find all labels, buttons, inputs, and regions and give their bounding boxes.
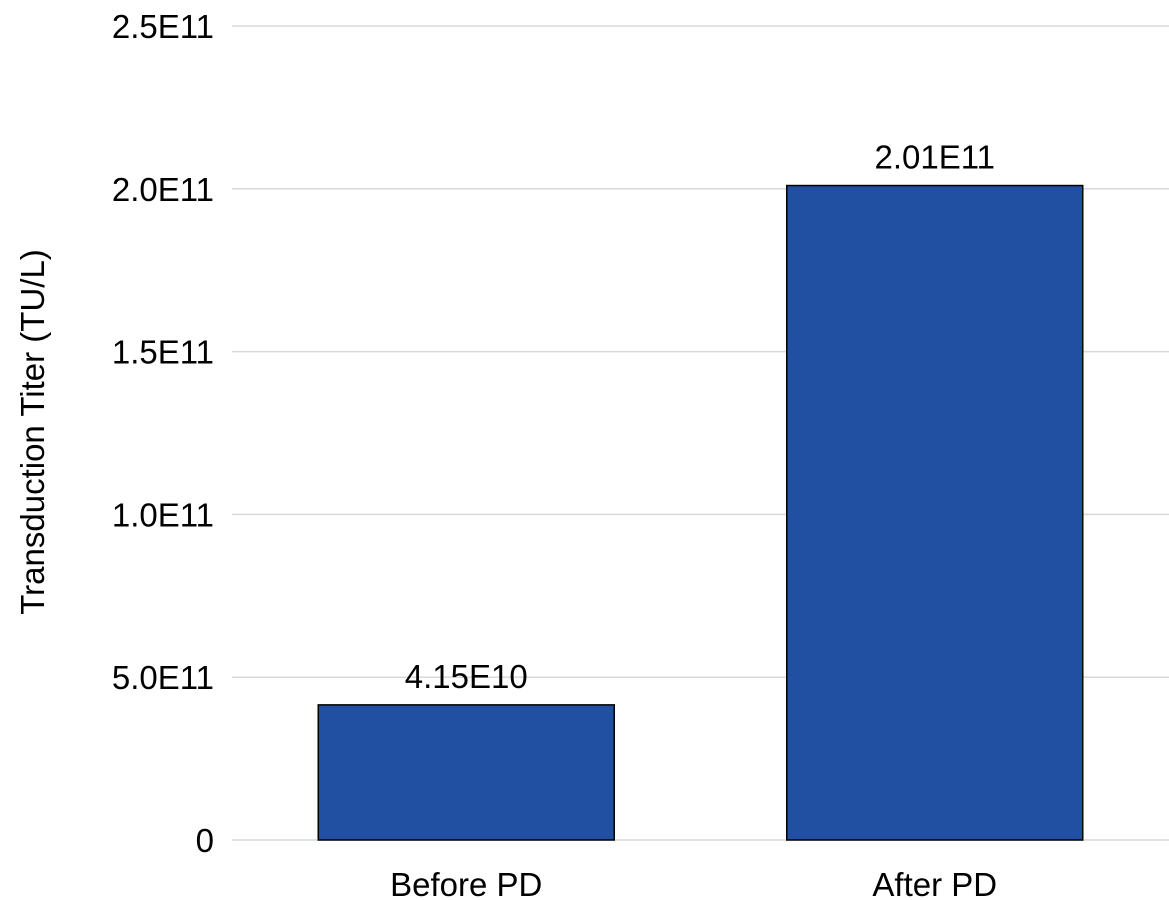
x-category-label-0: Before PD [390, 866, 542, 900]
y-tick-label-1: 5.0E11 [112, 659, 214, 696]
y-tick-label-0: 0 [196, 822, 214, 859]
data-label-0: 4.15E10 [405, 658, 528, 695]
x-axis-category-labels: Before PD After PD [390, 866, 997, 900]
y-axis-tick-labels: 0 5.0E11 1.0E11 1.5E11 2.0E11 2.5E11 [112, 8, 214, 859]
x-category-label-1: After PD [872, 866, 997, 900]
data-label-1: 2.01E11 [875, 139, 996, 176]
y-tick-label-4: 2.0E11 [112, 171, 214, 208]
bar-0 [317, 704, 615, 841]
y-axis-title: Transduction Titer (TU/L) [14, 249, 51, 615]
y-tick-label-5: 2.5E11 [112, 8, 214, 45]
y-tick-label-3: 1.5E11 [112, 334, 214, 371]
data-labels: 4.15E10 2.01E11 [405, 139, 995, 695]
bars [317, 184, 1084, 841]
y-tick-label-2: 1.0E11 [112, 496, 214, 533]
bar-1 [786, 184, 1084, 841]
